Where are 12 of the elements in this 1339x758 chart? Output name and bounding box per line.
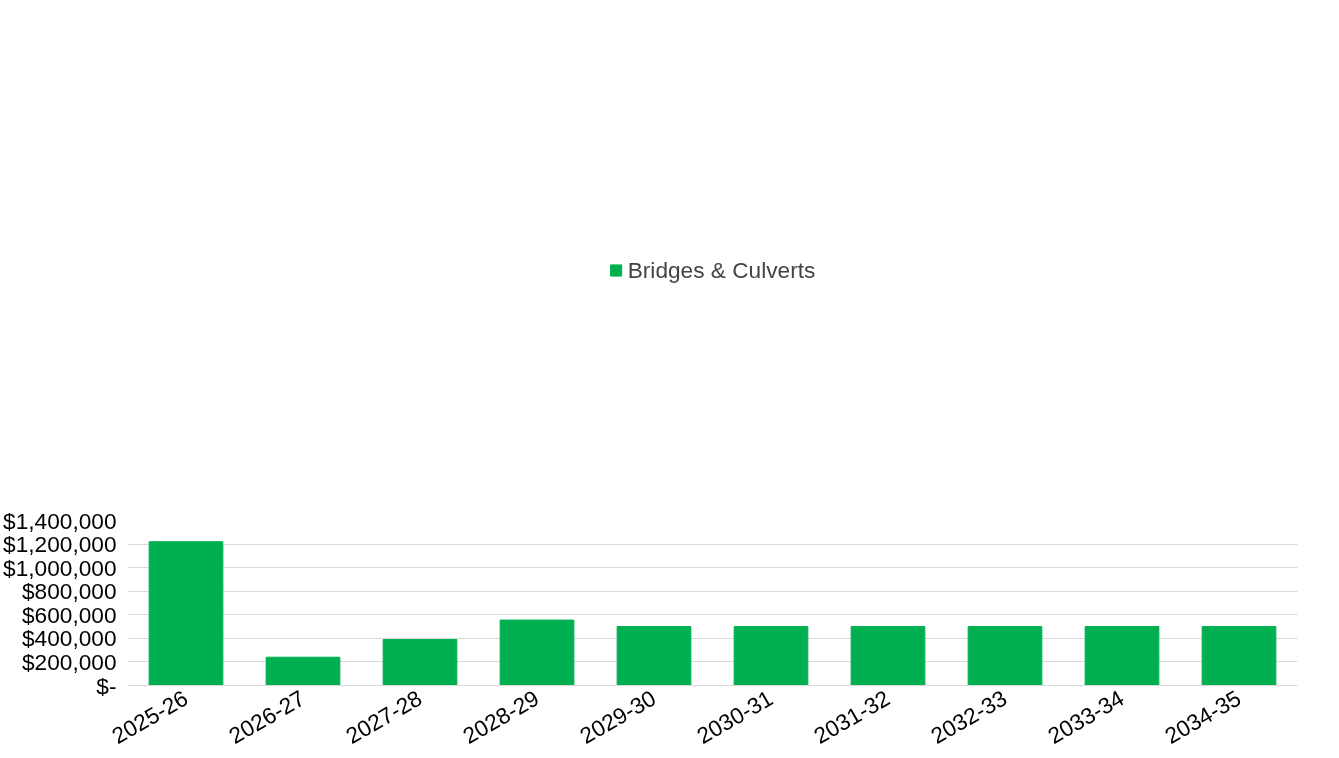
bar bbox=[1201, 626, 1277, 686]
bar bbox=[382, 639, 458, 686]
bar bbox=[148, 541, 224, 686]
bar bbox=[850, 626, 926, 686]
bar bbox=[499, 619, 575, 686]
bar bbox=[1084, 626, 1160, 686]
y-tick-label: $1,400,000 bbox=[3, 507, 117, 534]
bar bbox=[733, 626, 809, 686]
bar bbox=[967, 626, 1043, 686]
bar bbox=[265, 656, 341, 686]
legend-label: Bridges & Culverts bbox=[627, 256, 816, 284]
bar bbox=[616, 626, 692, 686]
